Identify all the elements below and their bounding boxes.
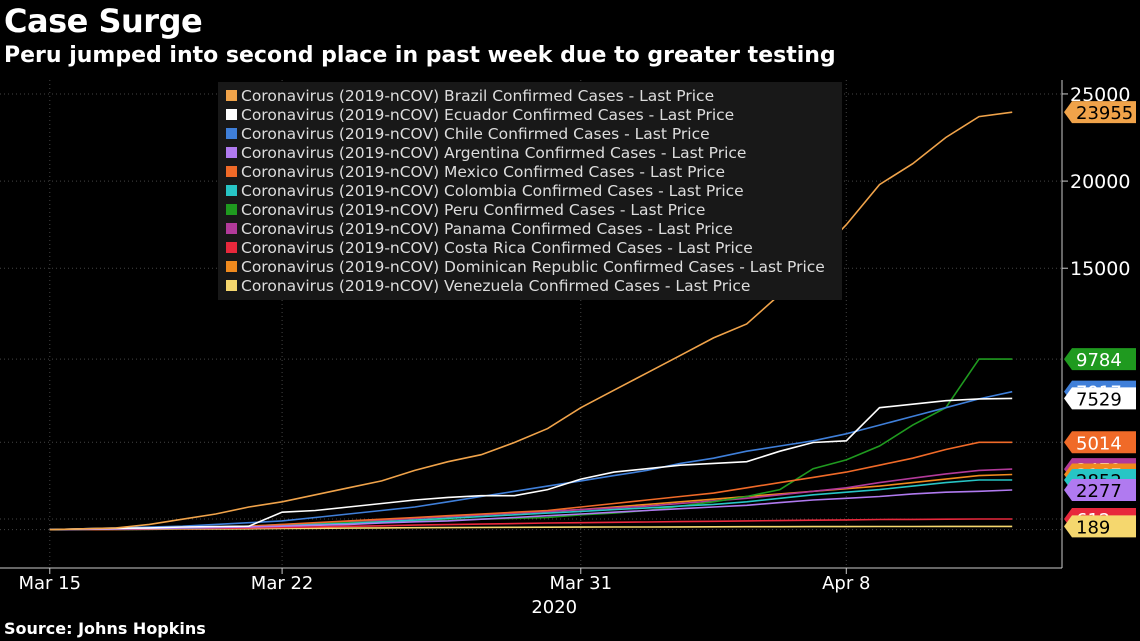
series-line bbox=[49, 390, 1013, 531]
legend-swatch bbox=[226, 128, 237, 139]
value-tag-label: 9784 bbox=[1076, 350, 1122, 371]
series-line bbox=[49, 468, 1013, 531]
legend-swatch bbox=[226, 109, 237, 120]
value-tag-label: 5014 bbox=[1076, 433, 1122, 454]
legend-label: Coronavirus (2019-nCOV) Argentina Confir… bbox=[241, 143, 747, 162]
value-tag: 5014 bbox=[1064, 431, 1136, 454]
legend-item: Coronavirus (2019-nCOV) Chile Confirmed … bbox=[226, 124, 710, 143]
value-tag-box bbox=[1064, 387, 1136, 410]
chart-legend: Coronavirus (2019-nCOV) Brazil Confirmed… bbox=[218, 82, 842, 300]
legend-swatch bbox=[226, 166, 237, 177]
source-note: Source: Johns Hopkins bbox=[4, 619, 206, 638]
series-line bbox=[49, 473, 1013, 531]
legend-item: Coronavirus (2019-nCOV) Mexico Confirmed… bbox=[226, 162, 725, 181]
legend-label: Coronavirus (2019-nCOV) Mexico Confirmed… bbox=[241, 162, 725, 181]
series-line bbox=[49, 111, 1013, 531]
legend-item: Coronavirus (2019-nCOV) Panama Confirmed… bbox=[226, 219, 733, 238]
legend-swatch bbox=[226, 204, 237, 215]
x-tick-label: Mar 15 bbox=[18, 573, 81, 594]
x-tick-label: Mar 22 bbox=[251, 573, 314, 594]
legend-label: Coronavirus (2019-nCOV) Costa Rica Confi… bbox=[241, 238, 753, 257]
value-tag: 2277 bbox=[1064, 478, 1136, 502]
legend-swatch bbox=[226, 147, 237, 158]
legend-label: Coronavirus (2019-nCOV) Chile Confirmed … bbox=[241, 124, 710, 143]
value-tag-label: 189 bbox=[1076, 517, 1110, 538]
legend-swatch bbox=[226, 185, 237, 196]
legend-label: Coronavirus (2019-nCOV) Panama Confirmed… bbox=[241, 219, 733, 238]
legend-item: Coronavirus (2019-nCOV) Costa Rica Confi… bbox=[226, 238, 753, 257]
x-tick-label: Apr 8 bbox=[822, 573, 870, 594]
legend-item: Coronavirus (2019-nCOV) Argentina Confir… bbox=[226, 143, 746, 162]
y-tick-label: 25000 bbox=[1070, 84, 1130, 106]
legend-swatch bbox=[226, 242, 237, 253]
legend-item: Coronavirus (2019-nCOV) Venezuela Confir… bbox=[226, 276, 750, 295]
legend-item: Coronavirus (2019-nCOV) Ecuador Confirme… bbox=[226, 105, 734, 124]
legend-item: Coronavirus (2019-nCOV) Peru Confirmed C… bbox=[226, 200, 705, 219]
legend-item: Coronavirus (2019-nCOV) Colombia Confirm… bbox=[226, 181, 744, 200]
value-tag: 7529 bbox=[1064, 387, 1136, 410]
value-tag-box bbox=[1064, 348, 1136, 371]
series-line bbox=[49, 358, 1013, 531]
legend-label: Coronavirus (2019-nCOV) Peru Confirmed C… bbox=[241, 200, 706, 219]
x-tick-label: Mar 31 bbox=[549, 573, 612, 594]
value-tag-box bbox=[1064, 515, 1136, 538]
value-tag: 9784 bbox=[1064, 348, 1136, 371]
value-tag: 189 bbox=[1064, 515, 1136, 538]
series-line bbox=[49, 397, 1013, 531]
legend-swatch bbox=[226, 280, 237, 291]
chart-title: Case Surge bbox=[4, 2, 203, 40]
series-line bbox=[49, 489, 1013, 531]
legend-label: Coronavirus (2019-nCOV) Ecuador Confirme… bbox=[241, 105, 735, 124]
legend-label: Coronavirus (2019-nCOV) Venezuela Confir… bbox=[241, 276, 751, 295]
value-tag-box bbox=[1064, 431, 1136, 454]
legend-label: Coronavirus (2019-nCOV) Dominican Republ… bbox=[241, 257, 825, 276]
value-tag-box bbox=[1064, 478, 1136, 501]
value-tag: 23955 bbox=[1064, 101, 1136, 124]
y-tick-label: 20000 bbox=[1070, 171, 1130, 193]
y-tick-label: 15000 bbox=[1070, 258, 1130, 280]
legend-label: Coronavirus (2019-nCOV) Brazil Confirmed… bbox=[241, 86, 715, 105]
value-tag-label: 7529 bbox=[1076, 389, 1122, 410]
legend-swatch bbox=[226, 90, 237, 101]
value-tag-label: 2277 bbox=[1076, 481, 1122, 502]
legend-swatch bbox=[226, 223, 237, 234]
chart-subtitle: Peru jumped into second place in past we… bbox=[4, 43, 836, 68]
legend-item: Coronavirus (2019-nCOV) Brazil Confirmed… bbox=[226, 86, 714, 105]
legend-swatch bbox=[226, 261, 237, 272]
value-tag-label: 23955 bbox=[1076, 103, 1133, 124]
legend-label: Coronavirus (2019-nCOV) Colombia Confirm… bbox=[241, 181, 744, 200]
legend-item: Coronavirus (2019-nCOV) Dominican Republ… bbox=[226, 257, 825, 276]
x-axis-year-label: 2020 bbox=[531, 597, 577, 618]
value-tag-box bbox=[1064, 101, 1136, 124]
